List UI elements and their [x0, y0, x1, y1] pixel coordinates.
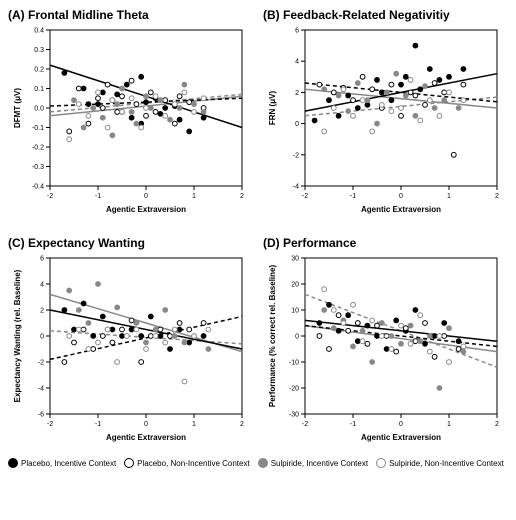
legend-label: Placebo, Non-Incentive Context [137, 459, 250, 468]
panel-d-svg: -2-1012-30-20-100102030Agentic Extravers… [263, 254, 503, 444]
svg-text:-0.4: -0.4 [32, 184, 44, 191]
svg-text:Expectancy Wanting (rel. Basel: Expectancy Wanting (rel. Baseline) [13, 269, 22, 402]
svg-text:-0.2: -0.2 [32, 145, 44, 152]
svg-text:Agentic Extraversion: Agentic Extraversion [106, 433, 186, 442]
svg-text:-10: -10 [289, 360, 299, 367]
svg-text:2: 2 [495, 193, 499, 200]
svg-text:20: 20 [291, 282, 299, 289]
legend-pb-noinc: Placebo, Non-Incentive Context [124, 458, 250, 468]
legend-label: Placebo, Incentive Context [21, 459, 116, 468]
svg-text:-0.3: -0.3 [32, 164, 44, 171]
legend-marker-icon [124, 458, 134, 468]
svg-text:-4: -4 [38, 386, 44, 393]
panel-d: (D) Performance -2-1012-30-20-100102030A… [263, 236, 503, 444]
svg-text:-4: -4 [293, 184, 299, 191]
panel-c-title: (C) Expectancy Wanting [8, 236, 248, 250]
svg-text:4: 4 [295, 59, 299, 66]
svg-text:-1: -1 [95, 193, 101, 200]
svg-text:2: 2 [495, 421, 499, 428]
legend-su-noinc: Sulpiride, Non-Incentive Context [376, 458, 504, 468]
svg-text:1: 1 [447, 193, 451, 200]
panel-a-title: (A) Frontal Midline Theta [8, 8, 248, 22]
svg-text:FRN (μV): FRN (μV) [268, 91, 277, 126]
svg-text:0: 0 [144, 421, 148, 428]
svg-text:-1: -1 [95, 421, 101, 428]
legend: Placebo, Incentive Context Placebo, Non-… [8, 458, 508, 468]
svg-text:2: 2 [240, 421, 244, 428]
svg-text:-20: -20 [289, 386, 299, 393]
svg-text:-2: -2 [47, 421, 53, 428]
legend-marker-icon [8, 458, 18, 468]
svg-text:0.3: 0.3 [34, 47, 44, 54]
legend-su-inc: Sulpiride, Incentive Context [258, 458, 368, 468]
panel-a-svg: -2 -1 0 1 2 -0.4 -0.3 -0.2 -0.1 0.0 0.1 0.2 0.3 0.4 Ag… [8, 26, 248, 216]
panel-b: (B) Feedback-Related Negativitiy -2 -1 0 1 2… [263, 8, 503, 216]
svg-text:0: 0 [295, 121, 299, 128]
svg-text:-2: -2 [293, 152, 299, 159]
svg-text:0: 0 [295, 334, 299, 341]
svg-text:-2: -2 [47, 193, 53, 200]
legend-marker-icon [376, 458, 386, 468]
svg-text:Performance (% correct rel. Ba: Performance (% correct rel. Baseline) [268, 265, 277, 408]
svg-text:-1: -1 [350, 421, 356, 428]
svg-text:0: 0 [144, 193, 148, 200]
svg-text:1: 1 [192, 421, 196, 428]
panel-b-svg: -2-1012-4-20246Agentic ExtraversionFRN (… [263, 26, 503, 216]
panel-d-title: (D) Performance [263, 236, 503, 250]
svg-text:30: 30 [291, 256, 299, 263]
legend-pb-inc: Placebo, Incentive Context [8, 458, 116, 468]
svg-text:2: 2 [40, 308, 44, 315]
svg-text:-1: -1 [350, 193, 356, 200]
svg-text:-2: -2 [302, 421, 308, 428]
svg-text:0: 0 [40, 334, 44, 341]
svg-text:6: 6 [295, 28, 299, 35]
legend-label: Sulpiride, Non-Incentive Context [389, 459, 504, 468]
svg-text:0.1: 0.1 [34, 86, 44, 93]
chart-grid: (A) Frontal Midline Theta -2-1012-0.4-0.… [8, 8, 508, 444]
svg-text:0.4: 0.4 [34, 28, 44, 35]
svg-text:-2: -2 [38, 360, 44, 367]
panel-c: (C) Expectancy Wanting -2 -1 0 1 2 -6 -4 -2 0 2 4 6… [8, 236, 248, 444]
legend-marker-icon [258, 458, 268, 468]
svg-text:Agentic Extraversion: Agentic Extraversion [361, 433, 441, 442]
legend-label: Sulpiride, Incentive Context [271, 459, 368, 468]
svg-text:-30: -30 [289, 412, 299, 419]
svg-text:Agentic Extraversion: Agentic Extraversion [361, 205, 441, 214]
svg-text:DFMT (μV): DFMT (μV) [13, 88, 22, 128]
panel-b-title: (B) Feedback-Related Negativitiy [263, 8, 503, 22]
svg-text:Agentic Extraversion: Agentic Extraversion [106, 205, 186, 214]
panel-a: (A) Frontal Midline Theta -2 -1 0 1 2 -0.4 -0.… [8, 8, 248, 216]
svg-text:-6: -6 [38, 412, 44, 419]
svg-text:4: 4 [40, 282, 44, 289]
svg-text:-0.1: -0.1 [32, 125, 44, 132]
svg-text:0: 0 [399, 421, 403, 428]
svg-text:10: 10 [291, 308, 299, 315]
svg-text:0.2: 0.2 [34, 67, 44, 74]
svg-text:6: 6 [40, 256, 44, 263]
svg-text:0: 0 [399, 193, 403, 200]
svg-text:1: 1 [447, 421, 451, 428]
svg-text:0.0: 0.0 [34, 106, 44, 113]
svg-text:2: 2 [240, 193, 244, 200]
svg-text:1: 1 [192, 193, 196, 200]
svg-text:-2: -2 [302, 193, 308, 200]
panel-c-svg: -2 -1 0 1 2 -6 -4 -2 0 2 4 6 Agentic Extraversion Exp… [8, 254, 248, 444]
svg-text:2: 2 [295, 90, 299, 97]
